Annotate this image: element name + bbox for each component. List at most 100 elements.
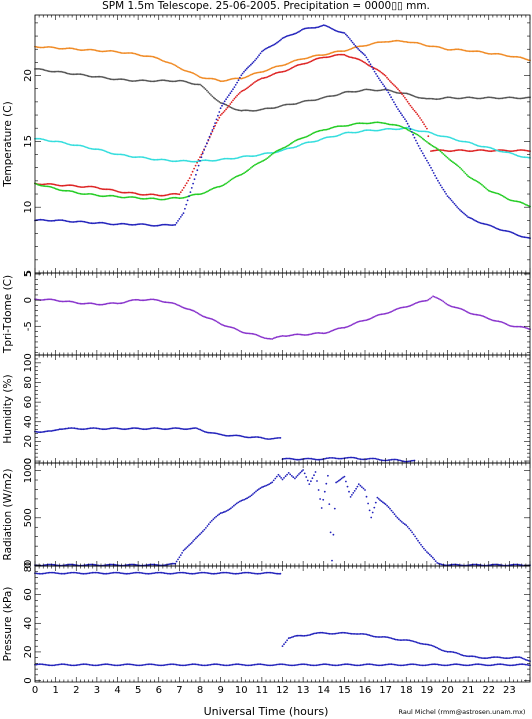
data-point — [121, 572, 123, 575]
data-point — [244, 171, 247, 174]
data-point — [421, 121, 424, 123]
data-point — [248, 65, 251, 67]
data-point — [249, 571, 252, 574]
data-point — [468, 96, 471, 99]
data-point — [380, 313, 383, 316]
data-point — [502, 657, 505, 659]
data-point — [223, 80, 226, 82]
data-point — [181, 306, 184, 308]
data-point — [270, 67, 273, 70]
data-point — [303, 57, 306, 60]
data-point — [159, 664, 162, 667]
data-point — [251, 155, 254, 158]
data-point — [357, 48, 359, 50]
data-point — [393, 458, 396, 461]
data-point — [68, 47, 71, 50]
data-point — [411, 531, 413, 534]
data-point — [467, 96, 469, 99]
data-point — [313, 27, 315, 29]
data-point — [134, 563, 137, 566]
data-point — [467, 175, 469, 178]
data-point — [429, 297, 431, 300]
data-point — [501, 150, 504, 153]
data-point — [398, 92, 401, 94]
data-point — [245, 67, 248, 70]
data-point — [196, 663, 199, 666]
data-point — [64, 184, 67, 187]
data-point — [197, 534, 200, 537]
data-point — [162, 664, 165, 667]
data-point — [50, 571, 53, 574]
data-point — [434, 146, 436, 149]
data-point — [507, 664, 509, 667]
data-point — [302, 58, 304, 60]
data-point — [254, 164, 256, 166]
data-point — [258, 488, 260, 490]
data-point — [109, 572, 112, 574]
data-point — [294, 146, 296, 149]
data-point — [373, 121, 376, 124]
data-point — [294, 664, 297, 666]
humidity-series — [281, 456, 416, 463]
data-point — [144, 198, 146, 200]
data-point — [461, 97, 464, 99]
data-point — [199, 533, 201, 536]
data-point — [66, 427, 68, 430]
data-point — [116, 190, 119, 193]
data-point — [211, 187, 214, 190]
data-point — [460, 210, 463, 213]
data-point — [109, 223, 112, 226]
data-point — [43, 219, 46, 222]
data-point — [181, 197, 184, 199]
data-point — [83, 145, 86, 148]
data-point — [274, 65, 277, 68]
data-point — [480, 657, 483, 659]
data-point — [497, 320, 500, 323]
data-point — [52, 298, 54, 301]
data-point — [522, 236, 524, 238]
data-point — [189, 427, 192, 430]
data-point — [361, 45, 364, 47]
data-point — [295, 634, 298, 637]
data-point — [325, 136, 328, 139]
data-point — [303, 142, 306, 145]
data-point — [362, 663, 365, 666]
data-point — [501, 321, 504, 324]
data-point — [367, 663, 369, 666]
data-point — [212, 432, 215, 434]
data-point — [188, 663, 191, 666]
data-point — [316, 130, 318, 133]
data-point — [131, 52, 134, 55]
data-point — [512, 325, 515, 328]
data-point — [388, 93, 391, 96]
data-point — [302, 635, 304, 637]
data-point — [236, 77, 239, 80]
data-point — [424, 664, 427, 667]
data-point — [483, 51, 486, 54]
data-point — [126, 79, 128, 81]
data-point — [442, 664, 444, 667]
data-point — [247, 664, 250, 667]
data-point — [57, 184, 60, 187]
data-point — [137, 79, 140, 82]
data-point — [150, 663, 153, 666]
data-point — [85, 74, 87, 77]
data-point — [382, 83, 384, 86]
data-point — [80, 49, 83, 52]
data-point — [97, 664, 100, 667]
data-point — [388, 127, 391, 130]
data-point — [476, 97, 479, 100]
data-point — [316, 26, 318, 29]
data-point — [340, 92, 343, 95]
data-point — [238, 572, 241, 575]
data-point — [391, 310, 394, 312]
data-point — [303, 136, 306, 139]
data-point — [105, 222, 108, 225]
data-point — [85, 663, 88, 666]
data-point — [240, 74, 243, 77]
data-point — [384, 128, 387, 130]
data-point — [182, 186, 185, 189]
data-point — [514, 656, 517, 659]
data-point — [45, 430, 47, 433]
data-point — [133, 299, 135, 301]
